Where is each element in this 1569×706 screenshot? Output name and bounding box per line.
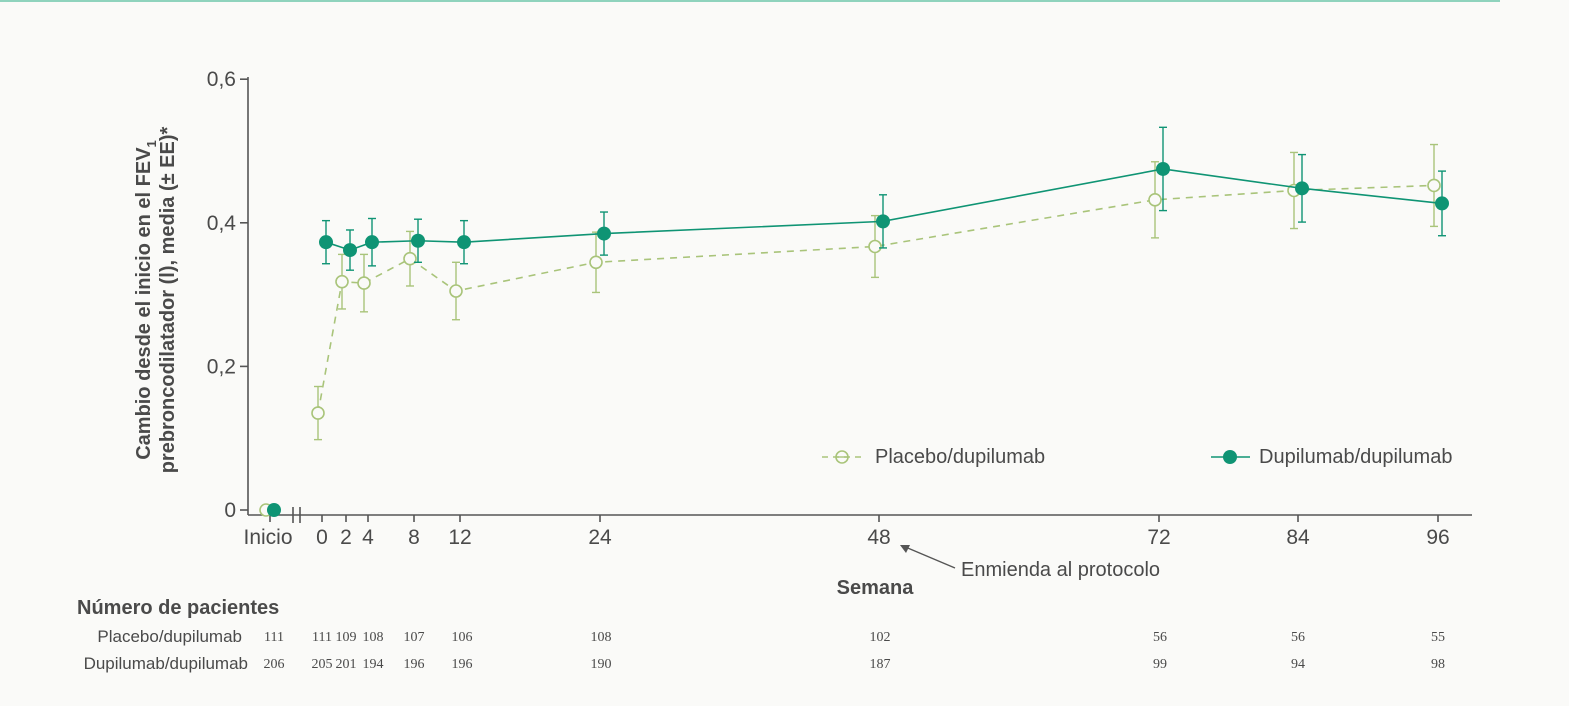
data-point	[357, 276, 371, 290]
patients-cell: 190	[591, 657, 612, 672]
x-tick-label: 12	[448, 526, 471, 549]
patients-cell: 111	[264, 630, 284, 645]
patients-table-title: Número de pacientes	[77, 597, 279, 619]
series-line	[317, 184, 1435, 414]
svg-text:Cambio desde el inicio en el F: Cambio desde el inicio en el FEV1	[133, 140, 159, 460]
x-tick-label: 72	[1147, 526, 1170, 549]
x-tick-label: 96	[1426, 526, 1449, 549]
data-point	[589, 255, 603, 270]
series-dupilumab	[267, 126, 1449, 517]
data-point	[365, 235, 379, 250]
patients-table: Número de pacientes Placebo/dupilumab Du…	[77, 597, 1445, 673]
legend-label-placebo: Placebo/dupilumab	[875, 446, 1045, 468]
patients-cell: 107	[404, 630, 425, 645]
patients-cell: 194	[363, 657, 384, 672]
x-tick-label: 8	[408, 526, 420, 549]
patients-cell: 196	[404, 657, 425, 672]
patients-cell: 206	[264, 657, 285, 672]
data-point	[411, 233, 425, 248]
x-tick-label: 2	[340, 526, 352, 549]
series-line	[325, 168, 1443, 251]
patients-cell: 102	[870, 630, 891, 645]
data-point	[267, 503, 281, 517]
filled-circle-icon	[1223, 450, 1237, 464]
patients-cell: 56	[1291, 630, 1305, 645]
annotation-label: Enmienda al protocolo	[961, 559, 1160, 581]
data-point	[343, 243, 357, 258]
y-ticks: 0 0,2 0,4 0,6	[207, 68, 248, 522]
legend-label-dupilumab: Dupilumab/dupilumab	[1259, 446, 1452, 468]
patients-cell: 205	[312, 657, 333, 672]
patients-cell: 108	[591, 630, 612, 645]
x-tick-label: 4	[362, 526, 374, 549]
patients-cell: 187	[870, 657, 891, 672]
x-tick-label: 48	[867, 526, 890, 549]
legend: Placebo/dupilumab Dupilumab/dupilumab	[822, 446, 1452, 468]
patients-cell: 196	[452, 657, 473, 672]
patients-cell: 111	[312, 630, 332, 645]
patients-row-label-placebo: Placebo/dupilumab	[97, 627, 242, 646]
y-tick-label: 0	[224, 499, 236, 522]
x-tick-label: Inicio	[243, 526, 292, 549]
x-tick-label: 84	[1286, 526, 1310, 549]
axis-break-icon	[292, 507, 301, 523]
patients-table-cells: 111 111 109 108 107 106 108 102 56 56 55 206 205 201 1…	[264, 630, 1446, 672]
data-point	[335, 274, 349, 289]
patients-cell: 106	[452, 630, 473, 645]
patients-cell: 108	[363, 630, 384, 645]
patients-cell: 94	[1291, 657, 1305, 672]
data-point	[457, 235, 471, 250]
data-point	[1435, 196, 1449, 211]
y-axis-title-line1: Cambio desde el inicio en el FEV	[133, 147, 155, 460]
data-point	[1148, 193, 1162, 207]
y-tick-label: 0,4	[207, 212, 237, 235]
legend-item-placebo: Placebo/dupilumab	[822, 446, 1045, 468]
patients-cell: 55	[1431, 630, 1445, 645]
annotation-arrow-icon	[902, 545, 956, 569]
data-point	[403, 251, 417, 266]
x-tick-label: 24	[588, 526, 612, 549]
patients-cell: 98	[1431, 657, 1445, 672]
protocol-amendment-annotation: Enmienda al protocolo	[900, 545, 1160, 581]
data-point	[1156, 161, 1170, 176]
y-tick-label: 0,6	[207, 68, 236, 91]
patients-row-label-dupilumab: Dupilumab/dupilumab	[84, 654, 248, 673]
data-point	[311, 406, 325, 420]
legend-item-dupilumab: Dupilumab/dupilumab	[1211, 446, 1452, 468]
data-point	[876, 214, 890, 229]
y-tick-label: 0,2	[207, 355, 236, 378]
x-axis-title: Semana	[837, 577, 915, 599]
top-accent-rule	[0, 0, 1500, 2]
y-axis-title-subscript: 1	[144, 140, 159, 147]
y-axis-title-line2: prebroncodilatador (l), media (± EE)*	[157, 127, 179, 474]
series-layer	[259, 126, 1449, 517]
data-point	[868, 239, 882, 254]
x-tick-label: 0	[316, 526, 328, 549]
data-point	[597, 226, 611, 241]
data-point	[449, 284, 463, 298]
data-point	[319, 235, 333, 250]
patients-cell: 109	[336, 630, 357, 645]
patients-cell: 56	[1153, 630, 1167, 645]
patients-cell: 201	[336, 657, 357, 672]
data-point	[1295, 181, 1309, 196]
y-axis-title: Cambio desde el inicio en el FEV1 prebro…	[133, 127, 179, 474]
patients-cell: 99	[1153, 657, 1167, 672]
x-ticks: Inicio 0 2 4 8 12 24 48 72 84 96	[243, 515, 1450, 549]
data-point	[1427, 178, 1441, 193]
